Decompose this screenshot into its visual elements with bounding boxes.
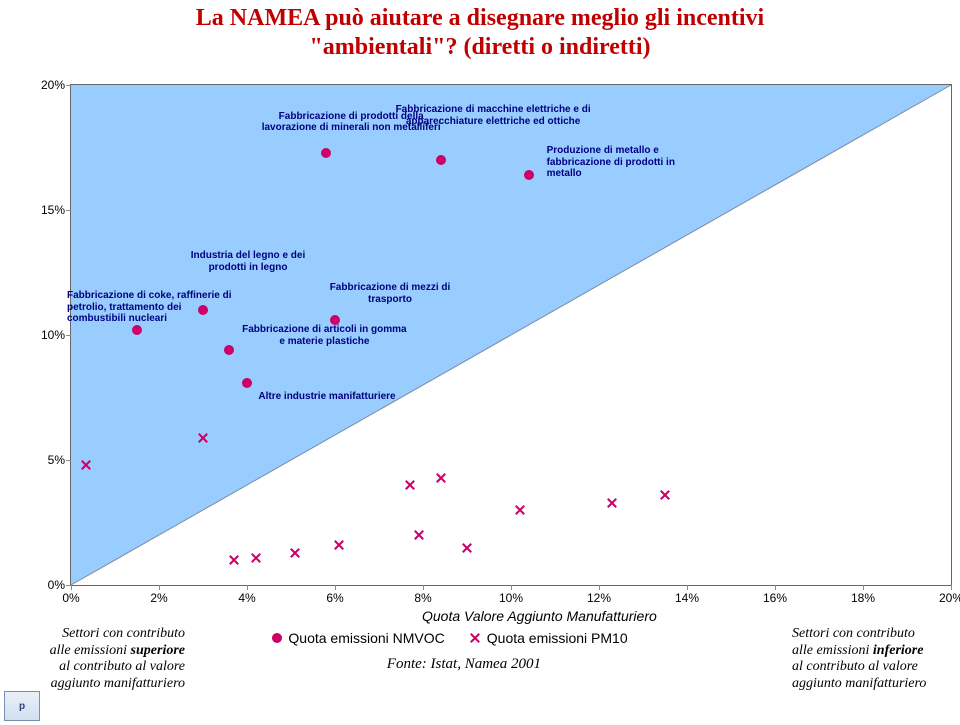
x-tick: 10% (499, 591, 523, 605)
y-tick: 20% (41, 78, 65, 92)
point-label: Altre industrie manifatturiere (237, 391, 417, 403)
x-tick: 14% (675, 591, 699, 605)
x-axis-title: Quota Valore Aggiunto Manufatturiero (422, 608, 657, 624)
caption-left: Settori con contributoalle emissioni sup… (10, 626, 185, 693)
slide-title: La NAMEA può aiutare a disegnare meglio … (0, 0, 960, 62)
x-tick: 20% (939, 591, 960, 605)
x-tick: 16% (763, 591, 787, 605)
legend-item: Quota emissioni NMVOC (272, 630, 444, 646)
dot-icon (272, 633, 282, 643)
legend-label: Quota emissioni PM10 (487, 630, 628, 646)
x-tick: 12% (587, 591, 611, 605)
point-label: Industria del legno e dei prodotti in le… (173, 250, 323, 273)
scatter-plot: 0%5%10%15%20%0%2%4%6%8%10%12%14%16%18%20… (70, 84, 952, 586)
caption-right: Settori con contributoalle emissioni inf… (792, 626, 960, 693)
y-tick: 5% (48, 453, 65, 467)
plot-background (71, 85, 951, 585)
x-tick: 8% (414, 591, 431, 605)
title-line1: La NAMEA può aiutare a disegnare meglio … (0, 4, 960, 33)
cross-icon (469, 632, 481, 644)
y-tick: 0% (48, 578, 65, 592)
legend-item: Quota emissioni PM10 (469, 630, 628, 646)
point-label: Fabbricazione di mezzi di trasporto (315, 282, 465, 305)
point-label: Fabbricazione di articoli in gomma e mat… (239, 324, 409, 347)
point-label: Fabbricazione di macchine elettriche e d… (391, 104, 596, 127)
y-tick: 15% (41, 203, 65, 217)
point-label: Fabbricazione di coke, raffinerie di pet… (67, 290, 237, 325)
source-label: Fonte: Istat, Namea 2001 (387, 656, 541, 673)
point-label: Produzione di metallo e fabbricazione di… (547, 145, 712, 180)
logo-icon: p (4, 691, 40, 721)
x-tick: 4% (238, 591, 255, 605)
legend-label: Quota emissioni NMVOC (288, 630, 444, 646)
legend: Quota emissioni NMVOC Quota emissioni PM1… (272, 630, 627, 646)
y-tick: 10% (41, 328, 65, 342)
x-tick: 0% (62, 591, 79, 605)
x-tick: 6% (326, 591, 343, 605)
x-tick: 18% (851, 591, 875, 605)
x-tick: 2% (150, 591, 167, 605)
title-line2: "ambientali"? (diretti o indiretti) (0, 33, 960, 62)
